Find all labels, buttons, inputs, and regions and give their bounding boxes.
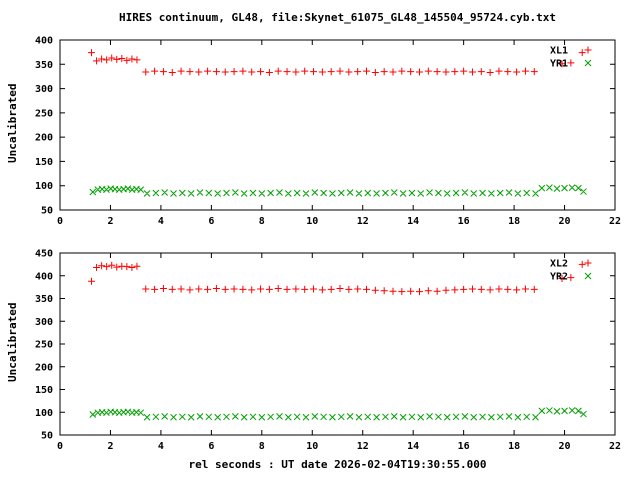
- svg-text:250: 250: [35, 108, 53, 119]
- svg-text:0: 0: [57, 216, 63, 227]
- svg-text:XL1: XL1: [550, 46, 568, 57]
- svg-text:250: 250: [35, 340, 53, 351]
- svg-text:400: 400: [35, 36, 53, 47]
- svg-text:22: 22: [609, 441, 621, 452]
- svg-text:150: 150: [35, 385, 53, 396]
- svg-text:350: 350: [35, 60, 53, 71]
- svg-text:200: 200: [35, 362, 53, 373]
- svg-text:10: 10: [306, 216, 318, 227]
- svg-text:2: 2: [107, 216, 113, 227]
- svg-text:12: 12: [357, 441, 369, 452]
- svg-text:4: 4: [158, 441, 164, 452]
- svg-text:XL2: XL2: [550, 259, 568, 270]
- svg-text:12: 12: [357, 216, 369, 227]
- svg-text:100: 100: [35, 408, 53, 419]
- svg-text:14: 14: [407, 441, 419, 452]
- svg-text:18: 18: [508, 441, 520, 452]
- svg-text:200: 200: [35, 133, 53, 144]
- svg-text:300: 300: [35, 84, 53, 95]
- svg-text:300: 300: [35, 317, 53, 328]
- svg-text:14: 14: [407, 216, 419, 227]
- svg-text:4: 4: [158, 216, 164, 227]
- svg-text:10: 10: [306, 441, 318, 452]
- svg-text:50: 50: [41, 206, 53, 217]
- svg-text:20: 20: [559, 216, 571, 227]
- plot-title: HIRES continuum, GL48, file:Skynet_61075…: [118, 11, 557, 24]
- svg-text:100: 100: [35, 181, 53, 192]
- svg-text:400: 400: [35, 271, 53, 282]
- svg-text:150: 150: [35, 157, 53, 168]
- svg-text:20: 20: [559, 441, 571, 452]
- svg-text:2: 2: [107, 441, 113, 452]
- svg-text:350: 350: [35, 294, 53, 305]
- svg-text:22: 22: [609, 216, 621, 227]
- svg-text:8: 8: [259, 441, 265, 452]
- svg-text:6: 6: [208, 441, 214, 452]
- svg-text:YR2: YR2: [550, 272, 568, 283]
- svg-text:YR1: YR1: [550, 59, 568, 70]
- svg-text:8: 8: [259, 216, 265, 227]
- svg-text:450: 450: [35, 249, 53, 260]
- x-axis-label: rel seconds : UT date 2026-02-04T19:30:5…: [188, 458, 487, 471]
- svg-text:0: 0: [57, 441, 63, 452]
- svg-text:50: 50: [41, 431, 53, 442]
- svg-text:16: 16: [458, 216, 470, 227]
- svg-text:16: 16: [458, 441, 470, 452]
- svg-text:6: 6: [208, 216, 214, 227]
- svg-text:18: 18: [508, 216, 520, 227]
